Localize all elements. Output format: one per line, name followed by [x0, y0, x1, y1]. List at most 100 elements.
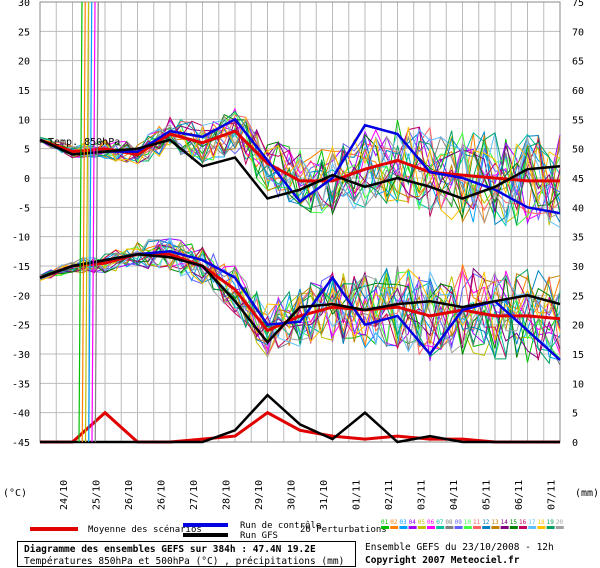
perturb-line [39, 240, 561, 361]
series-line-precip [40, 410, 560, 444]
x-tick-label: 02/11 [384, 480, 395, 510]
perturb-swatch [473, 526, 481, 529]
perturb-swatch [555, 526, 564, 529]
perturb-swatch [445, 526, 454, 529]
y-right-tick-label: 25 [572, 291, 584, 302]
precip-spikes [78, 1, 99, 443]
perturb-code: 08 [445, 519, 453, 526]
y-left-tick-label: 15 [18, 86, 30, 97]
perturb-code: 16 [519, 519, 527, 526]
x-tick-label: 04/11 [449, 480, 460, 510]
x-tick-label: 24/10 [59, 480, 70, 510]
y-left-tick-label: -10 [12, 233, 30, 244]
perturb-code: 07 [436, 519, 444, 526]
perturb-code: 01 [381, 519, 389, 526]
y-right-tick-label: 30 [572, 262, 584, 273]
perturb-code: 14 [501, 519, 509, 526]
perturb-swatch [436, 526, 445, 529]
precip-spike [94, 1, 99, 443]
perturb-code: 12 [482, 519, 490, 526]
footer-run: Ensemble GEFS du 23/10/2008 - 12h [365, 542, 554, 553]
y-left-tick-label: 0 [24, 174, 30, 185]
perturb-swatch [408, 526, 417, 529]
perturb-line [39, 243, 561, 359]
precip-spike [84, 1, 90, 443]
x-tick-label: 05/11 [481, 480, 492, 510]
x-tick-label: 01/11 [351, 480, 362, 510]
y-right-tick-label: 15 [572, 350, 584, 361]
y-left-tick-label: -30 [12, 350, 30, 361]
chart-grid [39, 1, 561, 443]
perturb-code: 10 [464, 519, 472, 526]
x-tick-label: 27/10 [189, 480, 200, 510]
perturb-swatch [509, 526, 518, 529]
perturb-swatch [454, 526, 463, 529]
legend-control-label: Run de contrôle [240, 520, 321, 531]
x-tick-label: 26/10 [124, 480, 135, 510]
x-tick-label: 30/10 [286, 480, 297, 510]
y-right-tick-label: 45 [572, 174, 584, 185]
y-right-tick-label: 40 [572, 203, 584, 214]
perturb-swatch [491, 526, 500, 529]
perturb-code: 09 [455, 519, 463, 526]
y-left-tick-label: -15 [12, 262, 30, 273]
perturb-swatch [427, 526, 435, 529]
y-left-tick-label: -5 [18, 203, 30, 214]
legend-perturb-label: 20 Perturbations [300, 525, 387, 535]
perturb-line [39, 248, 561, 365]
perturb-swatch [399, 526, 408, 529]
x-tick-label: 25/10 [91, 480, 102, 510]
y-right-tick-label: 50 [572, 145, 584, 156]
perturb-line [39, 248, 561, 343]
y-left-tick-label: -25 [12, 321, 30, 332]
footer-right: Ensemble GEFS du 23/10/2008 - 12h Copyri… [365, 541, 600, 567]
perturb-swatch [417, 526, 426, 529]
perturb-line [39, 239, 561, 360]
precip-spike [81, 1, 86, 443]
main-series [39, 117, 561, 444]
perturb-code: 15 [510, 519, 518, 526]
legend-mean-label: Moyenne des scénarios [88, 524, 202, 535]
y-left-tick-label: 30 [18, 0, 30, 9]
perturb-swatch [519, 526, 527, 529]
y-right-tick-label: 5 [572, 409, 578, 420]
y-left-tick-label: -35 [12, 379, 30, 390]
perturb-code: 13 [491, 519, 499, 526]
perturb-swatch [528, 526, 537, 529]
perturb-swatch [390, 526, 399, 529]
y-unit-right: (mm) [575, 488, 599, 499]
perturb-swatch [463, 526, 472, 529]
y-left-tick-label: 25 [18, 27, 30, 38]
annotation-850: Temp. 850hPa [48, 137, 120, 148]
y-right-tick-label: 35 [572, 233, 584, 244]
y-left-tick-label: 10 [18, 115, 30, 126]
y-axis-left: 30 25 20 15 10 5 0 -5 -10 -15 -20 -25 -30 -35 -40 -45 [12, 0, 30, 449]
footer-subtitle: Températures 850hPa et 500hPa (°C) , pré… [24, 556, 345, 567]
y-left-tick-label: -45 [12, 438, 30, 449]
footer-copyright: Copyright 2007 Meteociel.fr [365, 555, 520, 566]
y-unit-left: (°C) [3, 488, 27, 499]
y-right-tick-label: 60 [572, 86, 584, 97]
perturb-swatch [546, 526, 555, 529]
legend-gfs-label: Run GFS [240, 531, 278, 541]
x-axis: 24/10 25/10 26/10 26/10 27/10 28/10 29/10 30/10… [59, 480, 558, 510]
series-line-t500 [39, 253, 561, 345]
x-tick-label: 26/10 [156, 480, 167, 510]
y-left-tick-label: 5 [24, 145, 30, 156]
y-right-tick-label: 20 [572, 321, 584, 332]
perturb-swatch [482, 526, 491, 529]
footer-info-box: Diagramme des ensembles GEFS sur 384h : … [17, 541, 356, 567]
x-tick-label: 31/10 [319, 480, 330, 510]
perturb-code: 02 [390, 519, 398, 526]
y-right-tick-label: 10 [572, 379, 584, 390]
perturb-code: 03 [399, 519, 407, 526]
x-tick-label: 28/10 [221, 480, 232, 510]
y-left-tick-label: -40 [12, 409, 30, 420]
perturb-swatch [381, 526, 389, 529]
perturb-code: 18 [537, 519, 545, 526]
y-right-tick-label: 0 [572, 438, 578, 449]
footer-title: Diagramme des ensembles GEFS sur 384h : … [24, 544, 316, 555]
y-right-tick-label: 55 [572, 115, 584, 126]
y-left-tick-label: -20 [12, 291, 30, 302]
